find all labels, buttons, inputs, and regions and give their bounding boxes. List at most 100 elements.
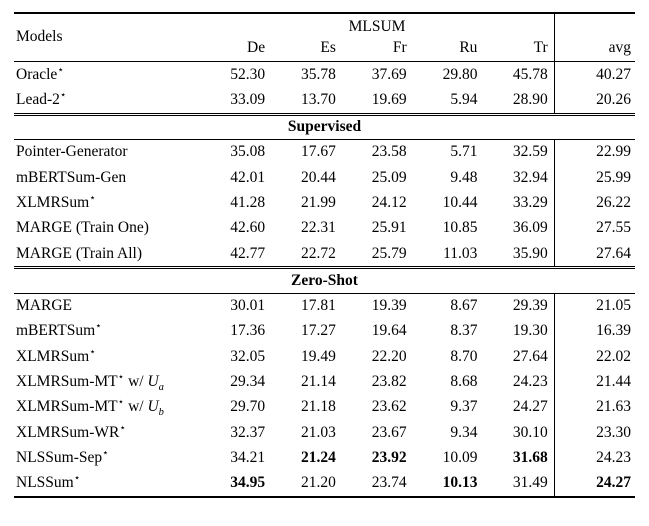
value-cell-avg: 22.99 — [596, 143, 631, 161]
value-cell-es: 21.18 — [301, 398, 336, 416]
value-cell-fr: 25.09 — [371, 168, 407, 186]
table-row: Oracle⋆ 52.30 35.78 37.69 29.80 45.78 40.27 — [14, 61, 635, 88]
value-cell-ru: 29.80 — [442, 65, 478, 83]
value-cell-tr: 33.29 — [483, 190, 555, 216]
column-header-ru: Ru — [412, 35, 484, 63]
value-cell-fr: 23.67 — [371, 423, 407, 441]
value-cell-ru: 10.44 — [442, 193, 478, 211]
column-header-tr: Tr — [483, 35, 555, 63]
value-cell-es: 13.70 — [301, 90, 336, 108]
column-header-es: Es — [271, 35, 342, 63]
value-cell-ru: 9.37 — [450, 398, 478, 416]
column-header-fr: Fr — [341, 35, 413, 63]
value-cell-de: 29.34 — [230, 372, 266, 390]
value-cell-es: 21.03 — [301, 423, 336, 441]
value-cell-avg: 25.99 — [596, 168, 631, 186]
value-cell-es: 17.81 — [301, 297, 336, 315]
column-header-de: De — [200, 35, 272, 63]
models-column-header: Models — [14, 13, 201, 63]
value-cell-ru: 8.70 — [450, 347, 478, 365]
value-cell-avg: 21.44 — [596, 372, 631, 390]
section-row: Zero-Shot — [14, 266, 635, 294]
avg-header-spacer — [554, 13, 635, 36]
value-cell-tr: 36.09 — [483, 215, 555, 242]
value-cell-ru: 8.37 — [450, 322, 478, 340]
value-cell-avg: 26.22 — [596, 193, 631, 211]
value-cell-ru: 9.34 — [450, 423, 478, 441]
value-cell-fr: 22.20 — [371, 347, 407, 365]
value-cell-avg: 20.26 — [596, 90, 631, 108]
table-row: NLSSum⋆ 34.95 21.20 23.74 10.13 31.49 24.27 — [14, 470, 635, 497]
value-cell-tr: 29.39 — [483, 293, 555, 319]
value-cell-avg: 21.05 — [596, 297, 631, 315]
value-cell-fr: 23.58 — [371, 143, 407, 161]
model-name: Oracle⋆ — [16, 64, 64, 83]
value-cell-fr: 23.62 — [371, 398, 407, 416]
model-name: MARGE — [16, 297, 72, 315]
value-cell-tr: 45.78 — [483, 61, 555, 88]
value-cell-ru: 5.94 — [450, 90, 478, 108]
value-cell-es: 20.44 — [301, 168, 336, 186]
value-cell-ru: 10.09 — [442, 448, 478, 466]
model-name: Lead-2⋆ — [16, 89, 67, 108]
value-cell-de: 42.60 — [230, 219, 266, 237]
value-cell-tr: 31.68 — [483, 445, 555, 471]
table-row: MARGE 30.01 17.81 19.39 8.67 29.39 21.05 — [14, 293, 635, 319]
value-cell-de: 29.70 — [230, 398, 266, 416]
value-cell-fr: 25.79 — [371, 244, 407, 262]
value-cell-es: 21.24 — [301, 448, 336, 466]
table-row: XLMRSum⋆ 32.05 19.49 22.20 8.70 27.64 22.02 — [14, 344, 635, 370]
value-cell-de: 34.95 — [230, 474, 266, 492]
value-cell-tr: 32.59 — [483, 139, 555, 166]
model-name: XLMRSum-MT⋆ w/ Ua — [16, 371, 164, 394]
value-cell-tr: 24.27 — [483, 394, 555, 420]
model-name: XLMRSum⋆ — [16, 346, 96, 365]
model-name: XLMRSum-WR⋆ — [16, 422, 126, 441]
value-cell-ru: 9.48 — [450, 168, 478, 186]
table-row: Pointer-Generator 35.08 17.67 23.58 5.71 32.5… — [14, 139, 635, 166]
table-row: NLSSum-Sep⋆ 34.21 21.24 23.92 10.09 31.68 24.2… — [14, 445, 635, 471]
table-row: MARGE (Train All) 42.77 22.72 25.79 11.03 35.… — [14, 241, 635, 268]
value-cell-avg: 40.27 — [596, 65, 631, 83]
value-cell-ru: 8.68 — [450, 372, 478, 390]
value-cell-es: 21.14 — [301, 372, 336, 390]
value-cell-de: 41.28 — [230, 193, 266, 211]
value-cell-es: 21.99 — [301, 193, 336, 211]
results-table: Models MLSUM De Es Fr Ru Tr avg Oracle⋆ 52.30 3… — [14, 12, 635, 498]
value-cell-de: 33.09 — [230, 90, 266, 108]
table-row: XLMRSum⋆ 41.28 21.99 24.12 10.44 33.29 26.22 — [14, 190, 635, 216]
value-cell-tr: 35.90 — [483, 241, 555, 268]
model-name: NLSSum⋆ — [16, 472, 81, 492]
value-cell-fr: 24.12 — [371, 193, 407, 211]
value-cell-avg: 22.02 — [596, 347, 631, 365]
section-row: Supervised — [14, 112, 635, 140]
model-name: MARGE (Train One) — [16, 219, 149, 237]
table-row: Lead-2⋆ 33.09 13.70 19.69 5.94 28.90 20.26 — [14, 87, 635, 115]
value-cell-fr: 23.82 — [371, 372, 407, 390]
value-cell-fr: 19.69 — [371, 90, 407, 108]
model-name: XLMRSum-MT⋆ w/ Ub — [16, 397, 164, 419]
table-row: XLMRSum-MT⋆ w/ Ub 29.70 21.18 23.62 9.37 24.2… — [14, 394, 635, 420]
value-cell-es: 17.27 — [301, 322, 336, 340]
value-cell-ru: 8.67 — [450, 297, 478, 315]
value-cell-de: 34.21 — [230, 448, 266, 466]
column-header-avg: avg — [554, 35, 635, 63]
value-cell-es: 22.31 — [301, 219, 336, 237]
value-cell-fr: 19.64 — [371, 322, 407, 340]
model-name: NLSSum-Sep⋆ — [16, 447, 109, 466]
value-cell-de: 32.05 — [230, 347, 266, 365]
value-cell-tr: 19.30 — [483, 318, 555, 345]
value-cell-ru: 10.13 — [442, 474, 478, 492]
value-cell-tr: 24.23 — [483, 369, 555, 395]
value-cell-es: 22.72 — [301, 244, 336, 262]
value-cell-de: 35.08 — [230, 143, 266, 161]
group-header-mlsum: MLSUM — [200, 13, 555, 36]
value-cell-avg: 16.39 — [596, 322, 631, 340]
value-cell-es: 17.67 — [301, 143, 336, 161]
model-name: Pointer-Generator — [16, 143, 128, 161]
value-cell-de: 30.01 — [230, 297, 266, 315]
value-cell-ru: 5.71 — [450, 143, 478, 161]
model-name: mBERTSum-Gen — [16, 168, 127, 186]
value-cell-avg: 27.64 — [596, 244, 631, 262]
